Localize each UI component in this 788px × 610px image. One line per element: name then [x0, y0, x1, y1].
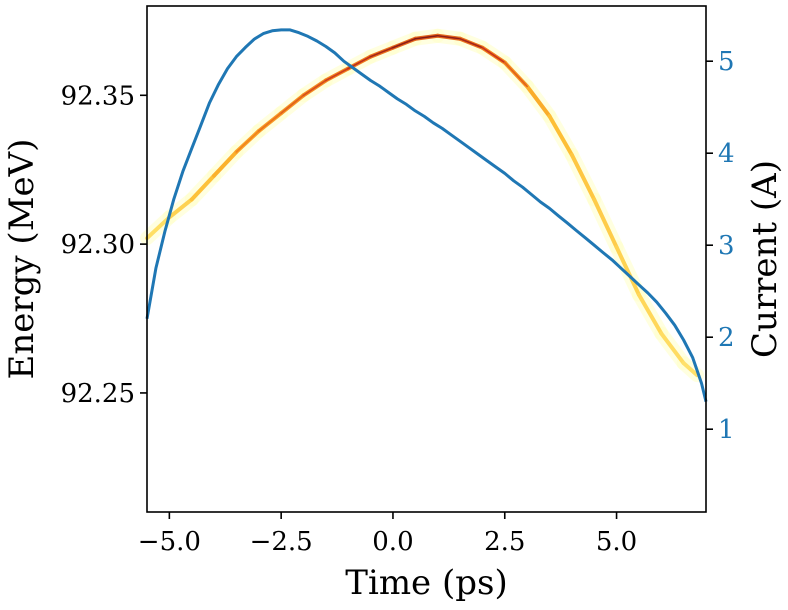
y-left-tick-label: 92.25 — [61, 379, 135, 409]
y-left-tick-label: 92.30 — [61, 230, 135, 260]
y-right-tick-label: 3 — [718, 231, 735, 261]
energy-heatmap-band — [140, 28, 705, 383]
heatmap-band-core-segment — [369, 46, 394, 58]
y-right-tick-label: 4 — [718, 139, 735, 169]
heatmap-band-segment — [547, 114, 574, 157]
heatmap-band-core-segment — [459, 37, 484, 49]
y-left-tick-label: 92.35 — [61, 81, 135, 111]
heatmap-band-segment — [569, 152, 597, 202]
y-right-tick-label: 1 — [718, 415, 735, 445]
heatmap-band-core-segment — [392, 37, 417, 49]
y-right-tick-label: 2 — [718, 323, 735, 353]
heatmap-band-core-segment — [302, 79, 327, 97]
heatmap-band-core-segment — [257, 112, 282, 132]
x-tick-label: 0.0 — [372, 527, 413, 557]
heatmap-band-segment — [212, 149, 239, 178]
x-tick-label: 5.0 — [596, 527, 637, 557]
x-tick-label: 2.5 — [484, 527, 525, 557]
heatmap-band-core-segment — [503, 61, 528, 88]
y-left-axis-title: Energy (MeV) — [2, 139, 42, 380]
heatmap-band-core-segment — [481, 46, 506, 64]
heatmap-band-segment — [145, 215, 172, 241]
y-right-axis-ticks: 1 2 3 4 5 — [706, 47, 735, 445]
heatmap-band-segment — [636, 292, 664, 336]
x-axis-ticks: −5.0 −2.5 0.0 2.5 5.0 — [138, 512, 637, 557]
heatmap-band-segment — [525, 84, 552, 119]
heatmap-band-segment — [592, 197, 619, 250]
y-right-axis-title: Current (A) — [745, 160, 785, 358]
heatmap-band-segment — [681, 361, 700, 378]
heatmap-band-core-segment — [235, 130, 260, 153]
y-left-axis-ticks: 92.25 92.30 92.35 — [61, 81, 147, 409]
heatmap-band-core-segment — [325, 67, 350, 82]
x-axis-title: Time (ps) — [345, 563, 507, 603]
heatmap-band-segment — [614, 245, 641, 297]
heatmap-band-segment — [167, 197, 194, 220]
heatmap-band-core-segment — [280, 94, 305, 114]
heatmap-band-segment — [189, 173, 217, 202]
y-right-tick-label: 5 — [718, 47, 735, 77]
current-line-layer — [145, 28, 708, 402]
current-series-line — [145, 28, 708, 402]
heatmap-band-core-segment — [436, 34, 461, 40]
plot-frame — [146, 5, 707, 513]
x-tick-label: −5.0 — [138, 527, 201, 557]
heatmap-band-segment — [659, 331, 686, 366]
x-tick-label: −2.5 — [250, 527, 313, 557]
heatmap-band-core-segment — [414, 34, 439, 40]
